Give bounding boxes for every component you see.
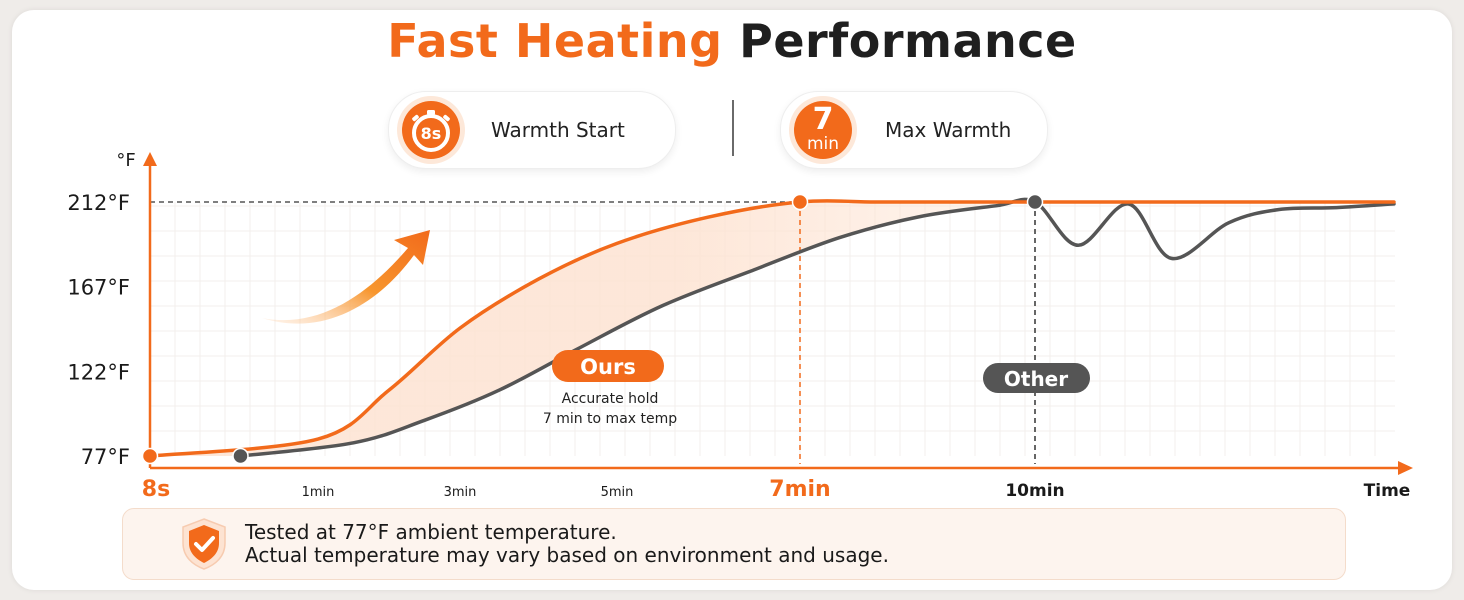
ours-callout: Ours Accurate hold 7 min to max temp <box>543 350 677 427</box>
x-tick-label: 3min <box>444 485 477 500</box>
ours-point-marker <box>141 447 159 465</box>
other-point-marker <box>232 447 249 465</box>
y-tick-label: 167°F <box>67 276 130 300</box>
max-warmth-badge: 7 min Max Warmth <box>780 91 1048 169</box>
warmth-start-label: Warmth Start <box>491 118 625 142</box>
x-tick-label: 10min <box>1005 481 1064 501</box>
ours-advantage-area <box>150 200 1035 456</box>
ours-label: Ours <box>580 355 636 379</box>
x-axis-label: Time <box>1364 481 1411 501</box>
title-main: Performance <box>739 14 1077 68</box>
y-tick-label: 77°F <box>81 445 130 469</box>
x-tick-label: 8s <box>142 477 170 502</box>
other-label: Other <box>1004 367 1068 391</box>
y-tick-label: 212°F <box>67 191 130 215</box>
stopwatch-icon: 8s <box>397 96 465 164</box>
ours-label-bg <box>552 350 664 382</box>
y-tick-label: 122°F <box>67 360 130 384</box>
max-warmth-icon-number: 7 <box>812 102 834 137</box>
badge-divider <box>732 100 734 156</box>
max-warmth-label: Max Warmth <box>885 118 1012 142</box>
warmth-start-badge: 8s Warmth Start <box>388 91 676 169</box>
x-tick-label: 7min <box>769 477 830 502</box>
x-tick-label: 1min <box>302 485 335 500</box>
trend-arrow-icon <box>262 230 430 324</box>
max-warmth-icon-unit: min <box>806 134 840 154</box>
other-label-bg <box>983 363 1090 393</box>
other-series-line <box>238 197 1396 458</box>
disclaimer-box: Tested at 77°F ambient temperature. Actu… <box>122 508 1346 580</box>
shield-check-icon <box>182 518 226 570</box>
disclaimer-line2: Actual temperature may vary based on env… <box>245 543 889 567</box>
y-unit-label: °F <box>116 150 135 171</box>
seven-min-icon: 7 min <box>789 96 857 164</box>
title-accent: Fast Heating <box>387 14 723 68</box>
page-title: Fast Heating Performance <box>0 14 1464 68</box>
y-axis-arrow-icon <box>143 152 157 166</box>
ours-point-marker <box>791 193 809 211</box>
disclaimer-line1: Tested at 77°F ambient temperature. <box>245 520 617 544</box>
ours-description-line1: Accurate hold <box>562 391 659 407</box>
x-tick-label: 5min <box>601 485 634 500</box>
warmth-start-icon-text: 8s <box>421 124 442 143</box>
x-axis-arrow-icon <box>1398 461 1413 475</box>
other-callout: Other <box>983 363 1090 393</box>
other-point-marker <box>1026 193 1044 211</box>
ours-description-line2: 7 min to max temp <box>543 411 677 427</box>
